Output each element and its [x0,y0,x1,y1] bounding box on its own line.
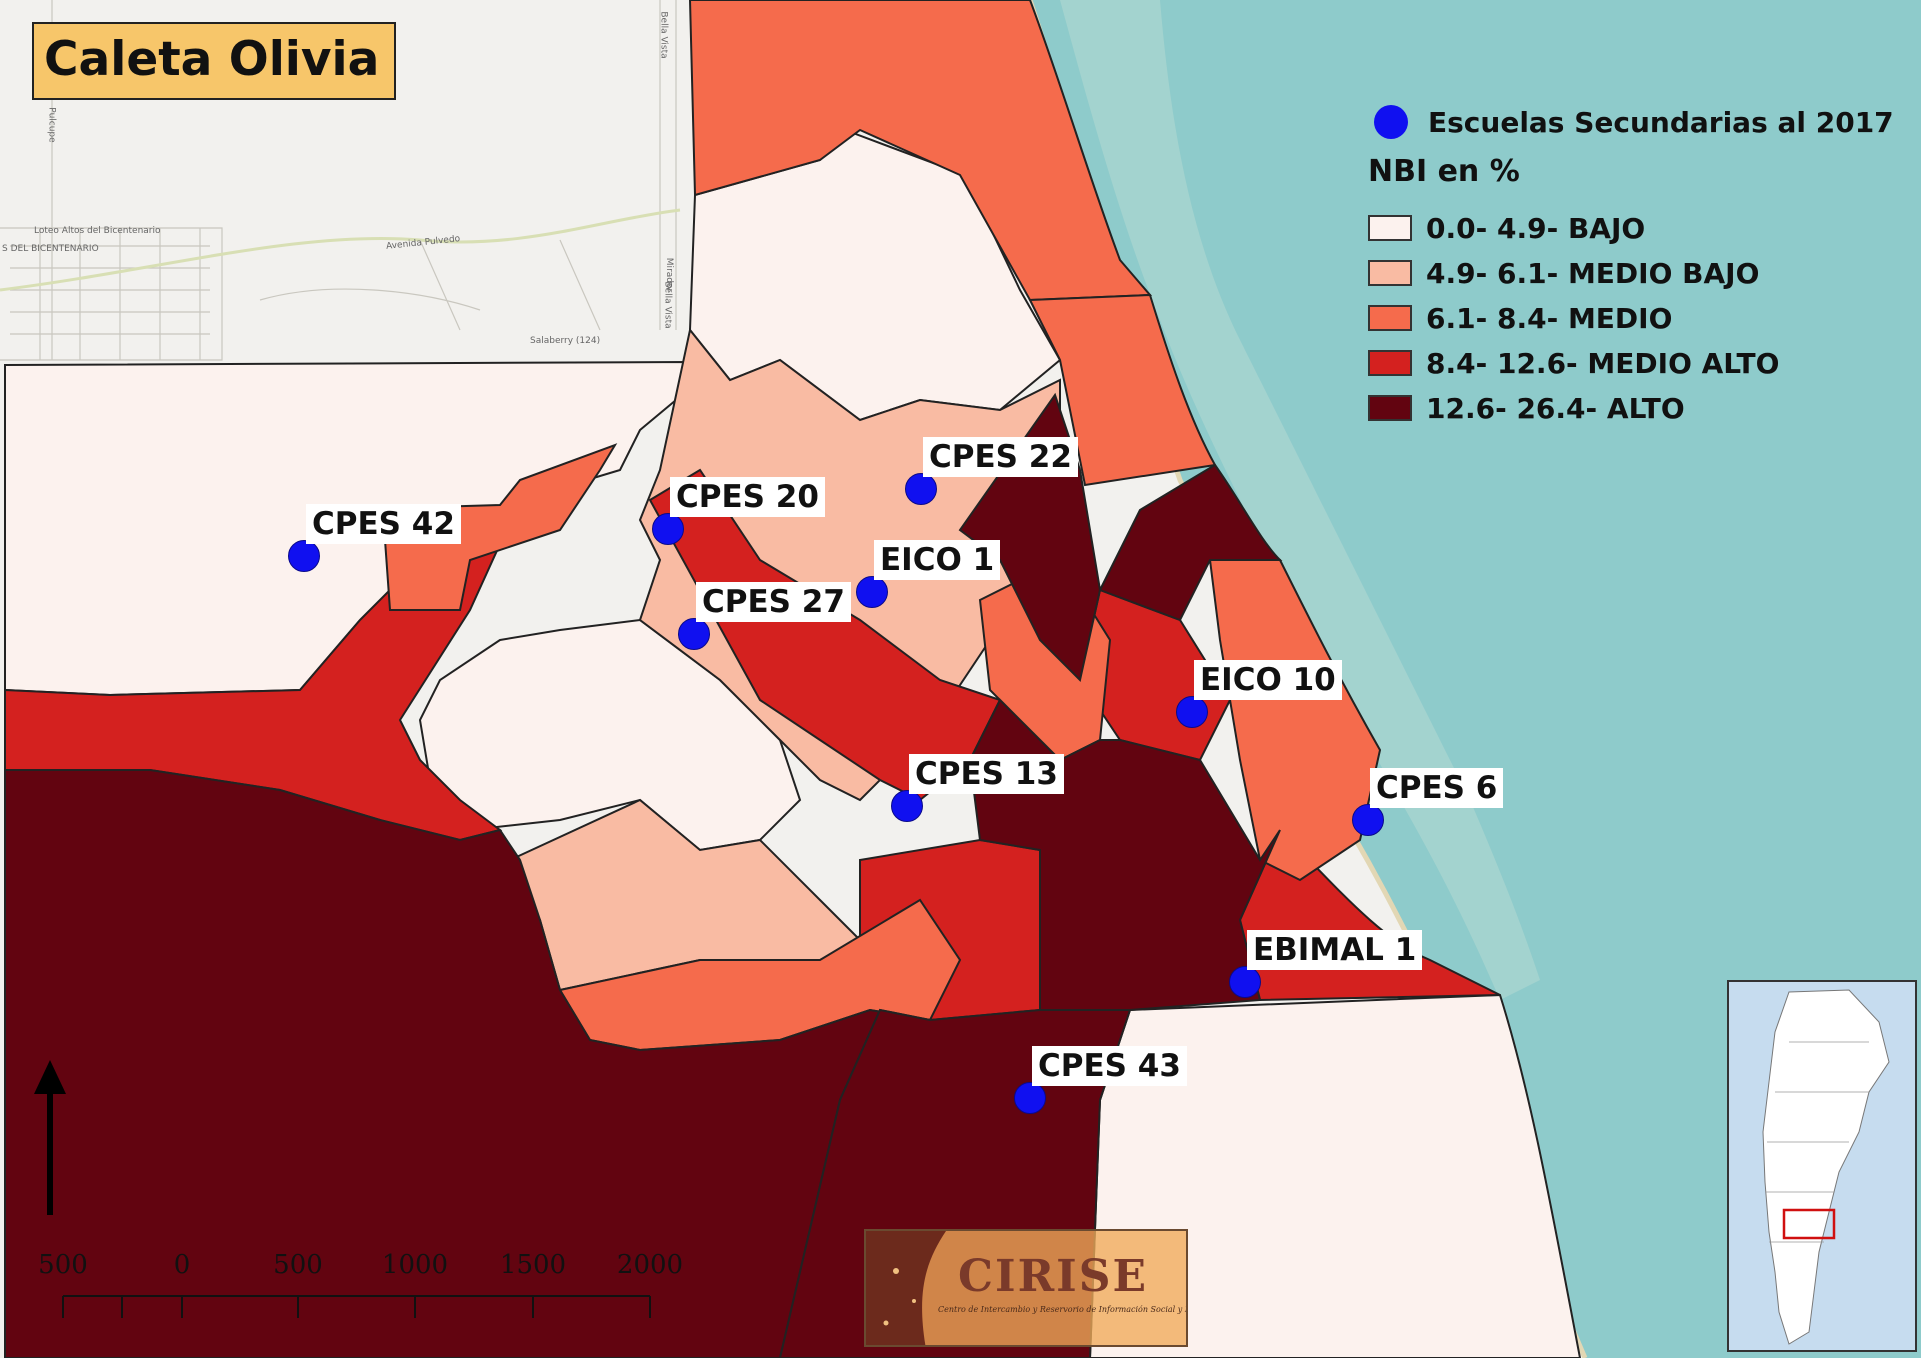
school-label: EICO 10 [1194,660,1342,700]
school-label: CPES 13 [909,754,1064,794]
legend-schools-label: Escuelas Secundarias al 2017 [1428,105,1894,139]
legend-swatch [1368,350,1412,376]
school-dot-icon[interactable] [891,790,923,822]
street-label: S DEL BICENTENARIO [2,244,99,254]
legend-schools-entry: Escuelas Secundarias al 2017 [1368,104,1894,140]
school-label: CPES 27 [696,582,851,622]
argentina-inset-map [1727,980,1917,1352]
legend-item: 0.0- 4.9- BAJO [1368,210,1645,246]
cirise-subtitle: Centro de Intercambio y Reservorio de In… [938,1305,1186,1314]
legend-item-label: 8.4- 12.6- MEDIO ALTO [1426,346,1780,380]
sea [1030,0,1921,1358]
legend-item: 6.1- 8.4- MEDIO [1368,300,1672,336]
school-dot-icon[interactable] [678,618,710,650]
legend-item-label: 12.6- 26.4- ALTO [1426,391,1685,425]
legend-item: 4.9- 6.1- MEDIO BAJO [1368,255,1759,291]
cirise-name: CIRISE [958,1251,1149,1302]
legend-item: 8.4- 12.6- MEDIO ALTO [1368,345,1779,381]
school-marker-icon [1374,105,1408,139]
zone-medio-north [688,0,1153,302]
legend-swatch [1368,260,1412,286]
cirise-logo: CIRISE Centro de Intercambio y Reservori… [864,1229,1188,1347]
school-dot-icon[interactable] [1352,804,1384,836]
school-label: CPES 6 [1370,768,1504,808]
scale-label: 1000 [381,1250,449,1280]
street-label: Bella Vista [658,11,669,59]
cirise-logo-graphic [866,1231,946,1345]
north-arrow-icon [34,1060,66,1215]
legend-swatch [1368,395,1412,421]
school-dot-icon[interactable] [905,473,937,505]
zone-medio-east [1208,559,1382,882]
zone-bajo-southeast [1088,993,1582,1358]
legend-item-label: 4.9- 6.1- MEDIO BAJO [1426,256,1760,290]
school-dot-icon[interactable] [856,576,888,608]
legend-heading: NBI en % [1368,154,1520,189]
map-title: Caleta Olivia [44,32,380,87]
school-label: CPES 22 [923,437,1078,477]
legend-item-label: 6.1- 8.4- MEDIO [1426,301,1673,335]
school-label: EBIMAL 1 [1247,930,1423,970]
map-title-box: Caleta Olivia [32,22,396,100]
scale-label: 500 [38,1250,88,1280]
shallow-water [1060,0,1540,1000]
street-label: Loteo Altos del Bicentenario [34,226,161,236]
legend-item-label: 0.0- 4.9- BAJO [1426,211,1646,245]
school-label: CPES 43 [1032,1046,1187,1086]
scale-label: 1500 [499,1250,567,1280]
argentina-outline [1762,989,1890,1345]
zone-medio-west-patch [326,443,618,611]
school-label: CPES 20 [670,477,825,517]
school-dot-icon[interactable] [1014,1082,1046,1114]
scale-bar [62,1295,651,1318]
scale-bar-labels: 500 0 500 1000 1500 2000 [38,1250,683,1330]
school-label: EICO 1 [874,540,1001,580]
school-dot-icon[interactable] [652,513,684,545]
scale-label: 0 [173,1250,191,1280]
zone-alto-northeast [1098,463,1283,622]
street-label: Salaberry (124) [530,336,601,346]
street-label: Pulcupe [46,107,57,143]
school-label: CPES 42 [306,504,461,544]
legend-swatch [1368,305,1412,331]
location-highlight [1782,1208,1836,1240]
basemap-streets [0,0,681,361]
scale-label: 2000 [616,1250,684,1280]
legend-swatch [1368,215,1412,241]
legend-item: 12.6- 26.4- ALTO [1368,390,1685,426]
school-dot-icon[interactable] [1229,966,1261,998]
school-dot-icon[interactable] [288,540,320,572]
school-dot-icon[interactable] [1176,696,1208,728]
street-label: Bella Vista [662,281,673,329]
scale-label: 500 [273,1250,323,1280]
